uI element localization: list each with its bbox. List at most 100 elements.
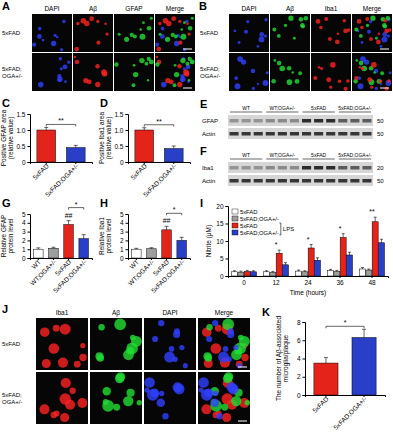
cell-signal [354,27,358,31]
column-header: Iba1 [56,309,69,316]
cell-signal [101,69,107,75]
y-tick-mark [28,258,31,259]
y-tick-mark [226,224,229,225]
lane-group-label: 5xFAD;OGA+/- [338,152,372,158]
bar [66,148,85,162]
blot-band [314,132,323,136]
blot-band [302,119,311,123]
cell-signal [169,79,174,84]
y-tick-mark [226,276,229,277]
y-axis-title: (relative value) [105,117,113,160]
blot-band [278,179,287,183]
image-panel: ADAPIAβGFAPMerge5xFAD5xFAD;OGA+/- [2,0,195,91]
y-axis-line [126,115,129,163]
blot-strip [228,115,373,126]
blot-band [278,132,287,136]
cell-signal [337,33,340,36]
error-bar [380,239,383,243]
image-panel: BDAPIAβIba1Merge5xFAD5xFAD;OGA+/- [199,0,392,91]
bar [282,265,288,276]
x-tick: WT [128,258,140,270]
cell-signal [150,17,153,20]
plot-area [34,221,89,258]
cell-signal [216,413,222,419]
blot-band [230,119,239,123]
bar [276,253,282,276]
cell-signal [65,400,75,410]
blot-band [338,119,347,123]
y-tick-mark [28,240,31,241]
y-axis-line [226,207,229,277]
cell-signal [37,34,42,39]
bar [334,271,340,276]
y-tick-label: 1.0 [114,127,123,134]
cell-signal [304,16,309,21]
micrograph [73,53,113,91]
y-tick-mark [28,232,31,233]
cell-signal [126,389,134,397]
bar [135,130,154,162]
blot-band [278,119,287,123]
cell-signal [386,80,392,86]
lane-group-label: WT;OGA+/- [270,105,296,111]
cell-signal [272,27,276,31]
error-bar [149,248,153,249]
legend-label: 5xFAD;OGA+/- [240,230,279,236]
cell-signal [58,357,68,367]
cell-signal [173,331,180,338]
bar [49,248,59,258]
bar [296,271,302,276]
blot-band [242,132,251,136]
y-tick-mark [126,232,129,233]
legend-bracket [279,223,281,235]
blot-band [242,166,251,170]
cell-signal [58,78,62,82]
blot-band [326,132,335,136]
panel-letter: K [262,306,270,318]
row-label: OGA+/- [200,73,221,79]
cell-signal [39,404,49,414]
blot-label: GFAP [202,118,218,124]
cell-signal [38,82,44,88]
legend-label: 5xFAD [240,209,257,215]
y-tick: 1 [22,246,30,253]
cell-signal [103,399,109,405]
cell-signal [365,17,369,21]
x-tick: 48 [368,276,376,286]
y-tick-mark [126,130,129,131]
micrograph [32,14,72,52]
cell-signal [301,24,305,28]
blot-band [326,179,335,183]
bar-chart: D00.51.01.55xFAD5xFAD;OGA+/-Positive Iba… [98,97,191,198]
cell-signal [155,43,159,47]
y-axis-title: protein level [7,218,15,254]
cell-signal [84,21,90,27]
bar-chart: G012345WTWT;OGA+/-5xFAD5xFAD;OGA+/-Relat… [0,197,93,294]
cell-signal [222,413,231,422]
blot-band [230,166,239,170]
cell-signal [186,73,189,76]
cell-signal [59,57,63,61]
blot-strip [228,162,373,173]
y-tick-label: 5 [22,211,26,218]
y-tick-mark [126,223,129,224]
significance-label: * [75,201,78,208]
y-tick-mark [126,146,129,147]
cell-signal [53,34,56,37]
micrograph [229,14,269,52]
blot-band [314,179,323,183]
y-tick-mark [126,240,129,241]
cell-signal [188,79,190,81]
cell-signal [366,24,369,27]
y-tick-mark [303,340,306,341]
cell-signal [251,69,256,74]
x-tick-label: 5xFAD;OGA+/- [142,162,178,198]
cell-signal [238,41,241,44]
error-bar [310,245,313,249]
y-tick: 0.5 [114,143,128,150]
cell-signal [80,343,85,348]
cell-signal [347,28,351,32]
cell-signal [53,325,60,332]
lane-group-label: WT [242,152,250,158]
bar [64,225,74,258]
